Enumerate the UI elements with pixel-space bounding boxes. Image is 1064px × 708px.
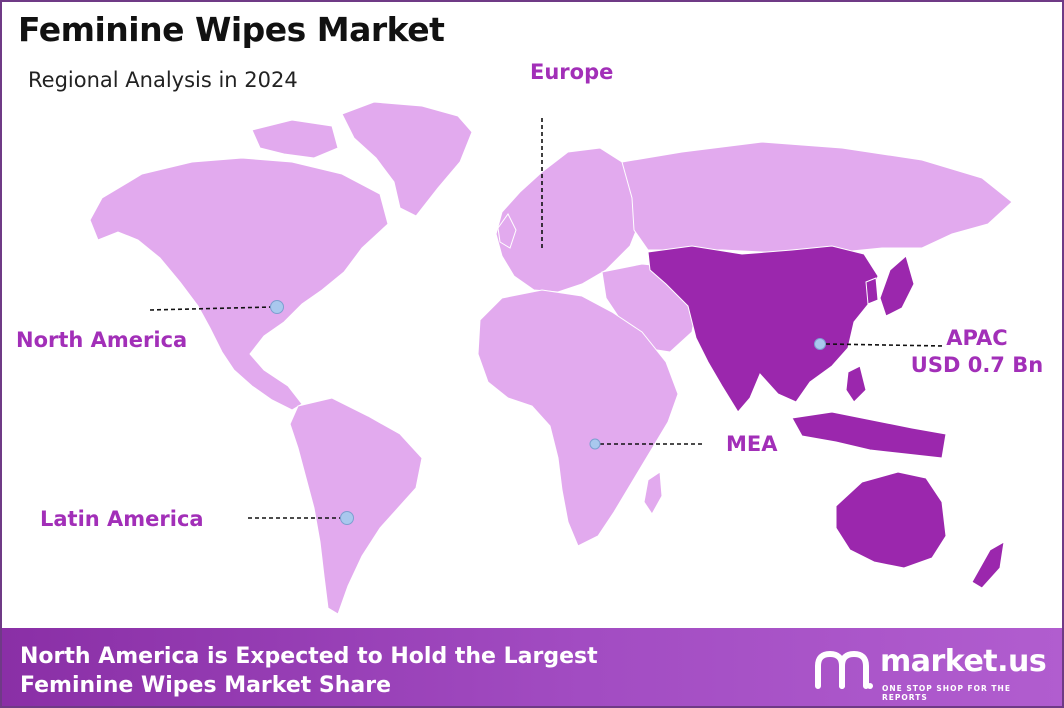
land-sea-islands: [791, 411, 947, 459]
footer-line-2: Feminine Wipes Market Share: [20, 673, 392, 698]
footer-banner: North America is Expected to Hold the La…: [2, 628, 1062, 706]
brand-logo-icon: [815, 650, 873, 689]
label-apac: APAC: [946, 326, 1008, 350]
land-arctic-islands: [251, 119, 339, 159]
marker-apac: [814, 338, 826, 350]
marker-north-america: [270, 300, 284, 314]
label-apac-value: USD 0.7 Bn: [910, 353, 1044, 377]
footer-message: North America is Expected to Hold the La…: [20, 642, 598, 700]
world-map: [89, 101, 1013, 615]
label-mea: MEA: [726, 432, 778, 456]
marker-mea: [589, 438, 601, 450]
land-australia: [835, 471, 947, 569]
brand-block: market.us ONE STOP SHOP FOR THE REPORTS: [814, 644, 1047, 702]
marker-latin-america: [340, 511, 354, 525]
land-uk: [497, 213, 517, 249]
land-philippines: [845, 365, 867, 403]
leader-apac: [825, 343, 945, 347]
page-subtitle: Regional Analysis in 2024: [28, 68, 298, 92]
land-korea: [865, 277, 879, 305]
land-north-america: [89, 157, 389, 411]
land-new-zealand: [971, 541, 1005, 589]
label-north-america: North America: [16, 328, 188, 352]
land-madagascar: [643, 471, 663, 515]
footer-line-1: North America is Expected to Hold the La…: [20, 644, 598, 669]
label-europe: Europe: [530, 60, 614, 84]
brand-tagline: ONE STOP SHOP FOR THE REPORTS: [882, 684, 1011, 702]
land-europe: [495, 147, 643, 293]
brand-name: market.us: [880, 644, 1047, 679]
land-japan: [879, 255, 915, 317]
land-latin-america: [289, 397, 423, 615]
label-latin-america: Latin America: [40, 507, 204, 531]
leader-north-america: [149, 306, 273, 311]
land-greenland: [341, 101, 473, 217]
label-apac-group: APAC USD 0.7 Bn: [910, 325, 1044, 379]
land-africa: [477, 289, 679, 547]
page-title: Feminine Wipes Market: [18, 10, 445, 49]
land-apac-mainland: [647, 245, 879, 413]
land-russia: [621, 141, 1013, 255]
